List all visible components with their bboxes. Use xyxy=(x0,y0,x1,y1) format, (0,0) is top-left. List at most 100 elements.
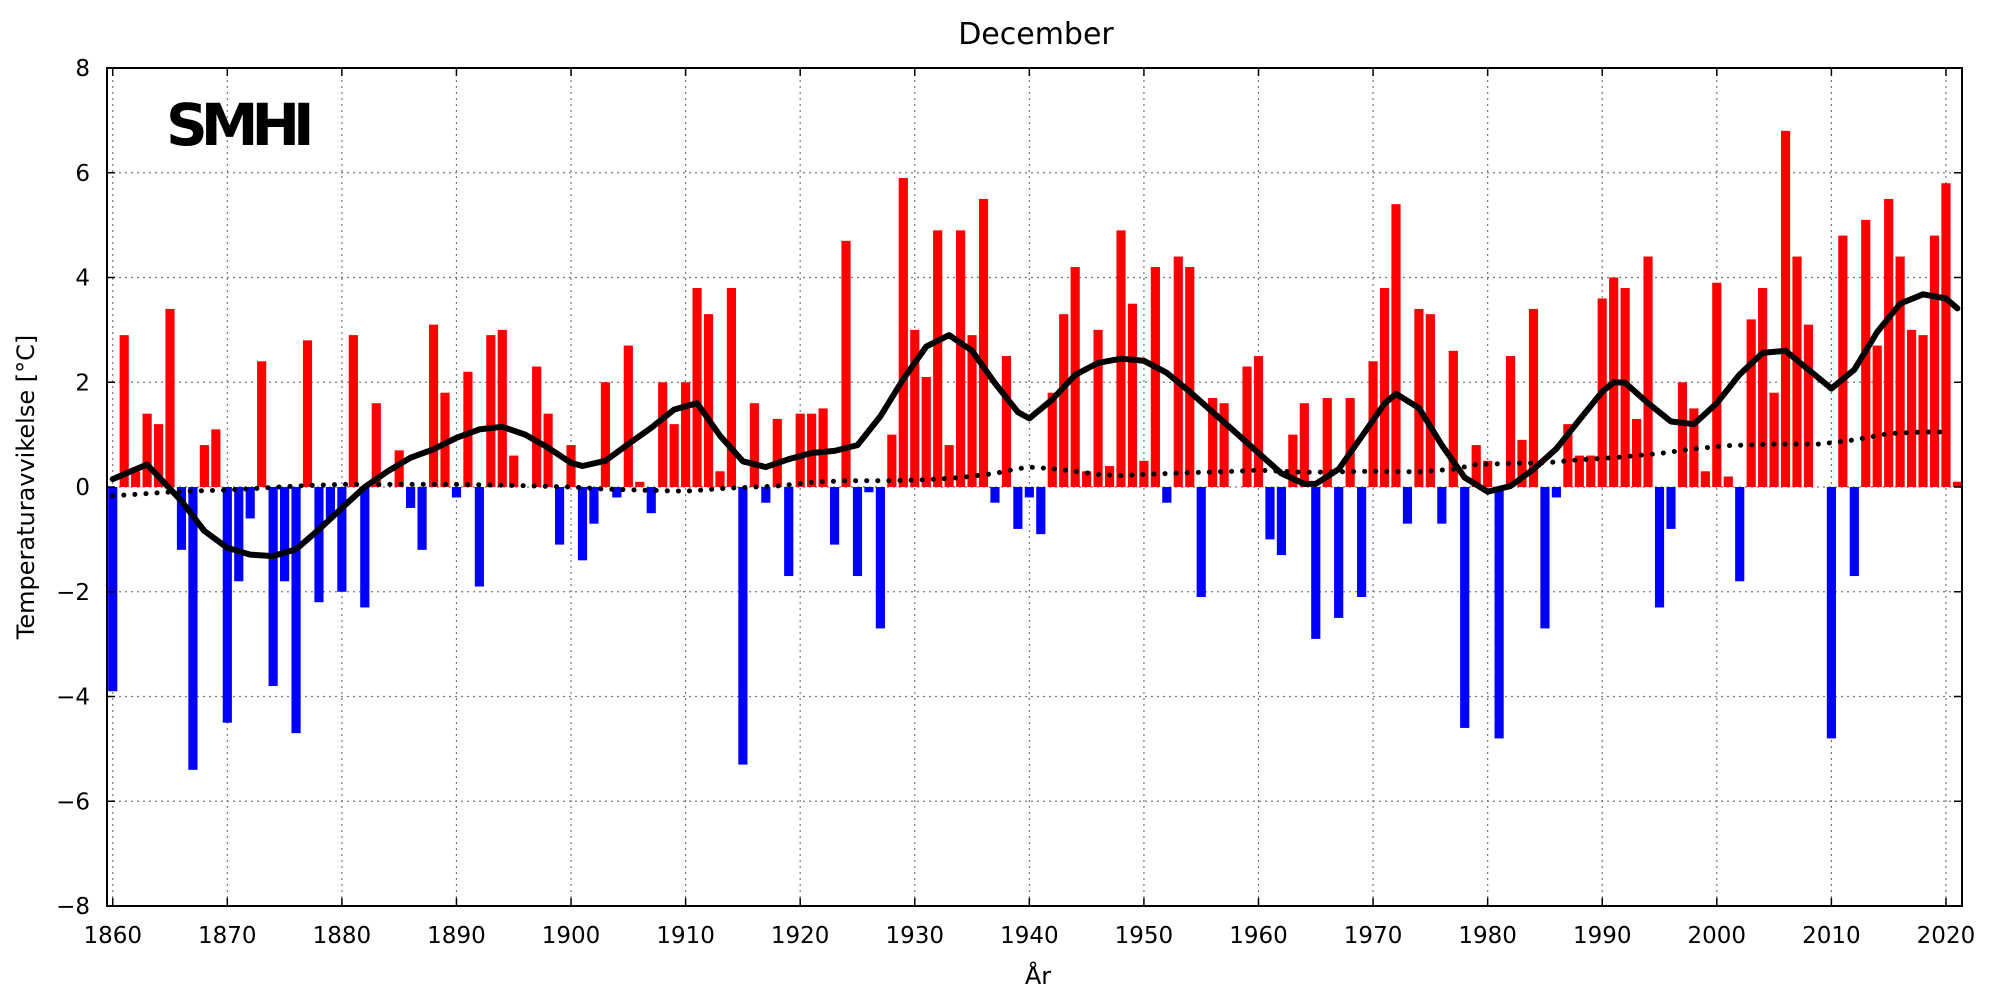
bar-1878 xyxy=(314,487,324,603)
bar-1889 xyxy=(440,392,450,487)
x-tick-label: 2010 xyxy=(1802,923,1861,949)
bar-1933 xyxy=(944,445,954,487)
bar-1882 xyxy=(360,487,370,608)
bar-2000 xyxy=(1712,282,1722,487)
x-tick-label: 2000 xyxy=(1688,923,1747,949)
bar-1975 xyxy=(1425,314,1435,487)
bar-1877 xyxy=(302,340,313,487)
bar-1862 xyxy=(131,471,141,487)
bar-1899 xyxy=(554,487,565,545)
bar-1941 xyxy=(1036,487,1046,535)
bar-1974 xyxy=(1414,308,1424,487)
bar-1863 xyxy=(142,413,152,487)
bar-1860 xyxy=(108,487,118,692)
bar-1897 xyxy=(532,366,542,487)
x-tick-label: 1900 xyxy=(542,923,601,949)
bar-2008 xyxy=(1803,324,1814,487)
bar-1971 xyxy=(1379,287,1390,487)
y-tick-label: 6 xyxy=(75,161,90,187)
bar-1890 xyxy=(451,487,462,498)
bar-2003 xyxy=(1746,319,1756,487)
bar-2007 xyxy=(1792,256,1802,487)
bar-1953 xyxy=(1173,256,1183,487)
bar-2005 xyxy=(1769,392,1779,487)
bar-1907 xyxy=(646,487,656,514)
bar-1997 xyxy=(1677,382,1688,487)
smhi-logo: SMHI xyxy=(166,91,310,159)
x-tick-label: 1960 xyxy=(1229,923,1288,949)
bar-1980 xyxy=(1483,460,1493,487)
bar-1871 xyxy=(234,487,244,582)
x-tick-label: 1950 xyxy=(1115,923,1174,949)
bar-2020 xyxy=(1941,183,1951,487)
bar-1935 xyxy=(967,335,977,487)
bar-1920 xyxy=(795,413,805,487)
bar-2011 xyxy=(1838,235,1848,487)
bar-1973 xyxy=(1402,487,1413,524)
bar-1940 xyxy=(1024,487,1034,498)
bar-1952 xyxy=(1162,487,1172,503)
y-tick-label: −2 xyxy=(56,580,90,606)
bar-1866 xyxy=(176,487,187,550)
bar-2012 xyxy=(1849,487,1859,577)
bar-1873 xyxy=(257,361,267,487)
bar-1901 xyxy=(577,487,588,561)
chart-title: December xyxy=(958,17,1114,52)
bar-2006 xyxy=(1780,130,1791,487)
bar-1903 xyxy=(600,382,610,487)
bar-1967 xyxy=(1334,487,1344,618)
bar-1891 xyxy=(463,371,473,487)
x-axis-label: År xyxy=(1025,961,1051,990)
bar-1888 xyxy=(428,324,439,487)
bar-1934 xyxy=(956,230,966,488)
y-tick-label: 2 xyxy=(75,370,90,396)
bar-1911 xyxy=(692,287,702,487)
bar-1946 xyxy=(1093,329,1103,487)
bar-1870 xyxy=(222,487,232,723)
bar-1885 xyxy=(394,450,404,487)
bar-1909 xyxy=(669,424,679,487)
bar-1861 xyxy=(119,335,129,487)
bar-2010 xyxy=(1826,487,1836,739)
bar-1931 xyxy=(921,377,931,487)
x-tick-label: 1940 xyxy=(1000,923,1059,949)
bar-1938 xyxy=(1001,356,1012,487)
bar-1986 xyxy=(1551,487,1561,498)
x-tick-label: 1880 xyxy=(313,923,372,949)
bar-1999 xyxy=(1700,471,1710,487)
bar-1926 xyxy=(864,487,874,493)
bar-1964 xyxy=(1299,403,1309,487)
bar-1937 xyxy=(990,487,1000,503)
bar-1963 xyxy=(1288,434,1298,487)
bar-1894 xyxy=(497,329,507,487)
bar-2017 xyxy=(1907,329,1917,487)
bar-1874 xyxy=(268,487,278,687)
bar-1951 xyxy=(1150,267,1160,487)
bar-1989 xyxy=(1586,455,1596,487)
bar-1867 xyxy=(188,487,198,770)
bar-1925 xyxy=(852,487,863,577)
bar-1919 xyxy=(784,487,794,577)
y-axis-label: Temperaturavvikelse [°C] xyxy=(12,335,40,640)
bar-2001 xyxy=(1723,476,1733,487)
bar-1905 xyxy=(623,345,633,487)
bar-1961 xyxy=(1265,487,1275,540)
bar-1993 xyxy=(1632,418,1642,487)
bar-1893 xyxy=(486,335,496,487)
bar-1978 xyxy=(1460,487,1470,728)
bar-2021 xyxy=(1952,481,1962,487)
bar-1912 xyxy=(703,314,714,487)
bar-1900 xyxy=(566,445,576,487)
x-tick-label: 1890 xyxy=(427,923,486,949)
bar-1954 xyxy=(1185,267,1195,487)
bar-1936 xyxy=(978,198,989,487)
ticks: 1860 1870 1880 1890 1900 1910 1920 1930 1940 1950… xyxy=(56,56,1975,949)
bars xyxy=(108,130,1962,770)
bar-1994 xyxy=(1643,256,1653,487)
bar-1924 xyxy=(841,240,851,487)
bar-1988 xyxy=(1574,455,1584,487)
bar-1960 xyxy=(1253,356,1264,487)
bar-2004 xyxy=(1758,287,1768,487)
bar-1965 xyxy=(1311,487,1321,639)
bar-1864 xyxy=(153,424,164,487)
